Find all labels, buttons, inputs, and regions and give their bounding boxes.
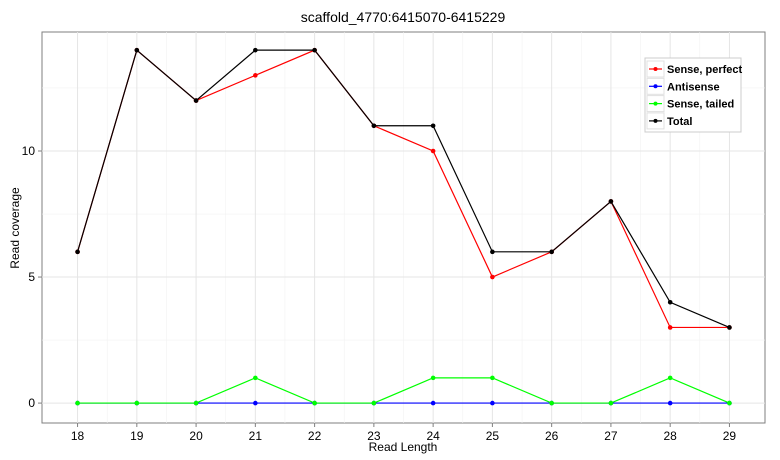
x-tick-label: 28 xyxy=(664,429,678,443)
data-point-total xyxy=(253,47,258,53)
data-point-antisense xyxy=(490,400,495,406)
data-point-sense-tailed xyxy=(549,400,554,406)
data-point-total xyxy=(727,325,732,330)
data-point-total xyxy=(667,299,673,305)
data-point-sense-perfect xyxy=(667,325,673,330)
x-tick-label: 27 xyxy=(604,429,618,443)
legend-label-antisense: Antisense xyxy=(667,81,720,93)
legend-point-total xyxy=(653,118,658,123)
x-tick-label: 29 xyxy=(723,429,737,443)
legend-label-sense-perfect: Sense, perfect xyxy=(667,64,743,76)
y-tick-label: 10 xyxy=(22,144,36,158)
x-tick-label: 26 xyxy=(545,429,559,443)
legend-point-antisense xyxy=(653,84,658,89)
data-point-sense-tailed xyxy=(253,375,258,381)
legend-label-sense-tailed: Sense, tailed xyxy=(667,99,734,111)
x-tick-label: 21 xyxy=(249,429,263,443)
data-point-sense-tailed xyxy=(371,400,377,406)
data-point-total xyxy=(75,249,80,255)
legend-point-sense-tailed xyxy=(653,101,658,106)
x-tick-label: 19 xyxy=(130,429,144,443)
x-tick-label: 22 xyxy=(308,429,322,443)
data-point-total xyxy=(549,249,554,255)
chart-title: scaffold_4770:6415070-6415229 xyxy=(301,9,506,25)
data-point-sense-tailed xyxy=(727,400,732,406)
data-point-sense-tailed xyxy=(430,375,436,381)
data-point-sense-tailed xyxy=(134,400,140,406)
data-point-total xyxy=(371,123,377,129)
data-point-sense-perfect xyxy=(430,148,436,154)
y-axis-label: Read coverage xyxy=(8,187,22,269)
data-point-total xyxy=(608,199,614,204)
legend-point-sense-perfect xyxy=(653,67,658,71)
data-point-total xyxy=(430,123,436,129)
x-tick-label: 25 xyxy=(486,429,500,443)
data-point-sense-tailed xyxy=(75,400,80,406)
data-point-sense-tailed xyxy=(193,400,199,406)
data-point-sense-perfect xyxy=(253,73,258,78)
data-point-sense-tailed xyxy=(667,375,673,381)
x-axis-label: Read Length xyxy=(369,440,438,454)
data-point-total xyxy=(312,47,317,53)
y-tick-label: 5 xyxy=(28,270,35,284)
y-tick-label: 0 xyxy=(28,396,35,410)
legend-label-total: Total xyxy=(667,116,692,128)
series-line-total xyxy=(76,49,730,329)
x-tick-label: 20 xyxy=(189,429,203,443)
data-point-antisense xyxy=(667,400,673,406)
data-point-sense-tailed xyxy=(608,400,614,406)
data-point-antisense xyxy=(253,400,258,406)
series-line-sense-tailed xyxy=(77,377,730,404)
data-point-total xyxy=(193,98,199,103)
data-point-total xyxy=(134,47,140,53)
data-point-sense-tailed xyxy=(312,400,317,406)
data-point-antisense xyxy=(430,400,436,406)
x-tick-label: 24 xyxy=(426,429,440,443)
x-tick-label: 18 xyxy=(71,429,85,443)
data-point-sense-tailed xyxy=(490,375,495,381)
data-point-sense-perfect xyxy=(490,274,495,280)
x-tick-label: 23 xyxy=(367,429,381,443)
data-point-total xyxy=(490,249,495,255)
